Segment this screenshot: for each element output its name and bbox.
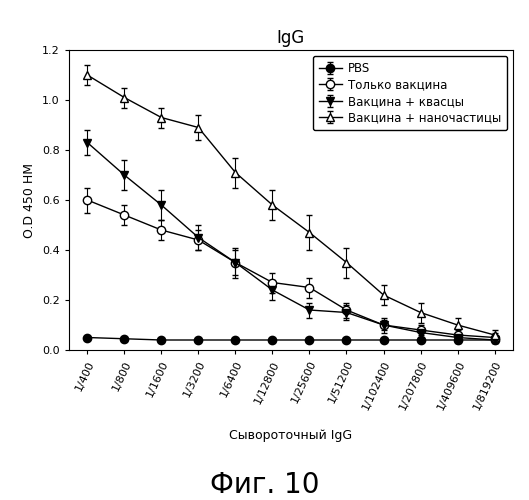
Text: Сывороточный IgG: Сывороточный IgG — [230, 428, 352, 442]
Y-axis label: O.D 450 НМ: O.D 450 НМ — [23, 162, 37, 238]
Title: IgG: IgG — [277, 29, 305, 47]
Legend: PBS, Только вакцина, Вакцина + квасцы, Вакцина + наночастицы: PBS, Только вакцина, Вакцина + квасцы, В… — [313, 56, 507, 130]
Text: Фиг. 10: Фиг. 10 — [210, 471, 319, 499]
